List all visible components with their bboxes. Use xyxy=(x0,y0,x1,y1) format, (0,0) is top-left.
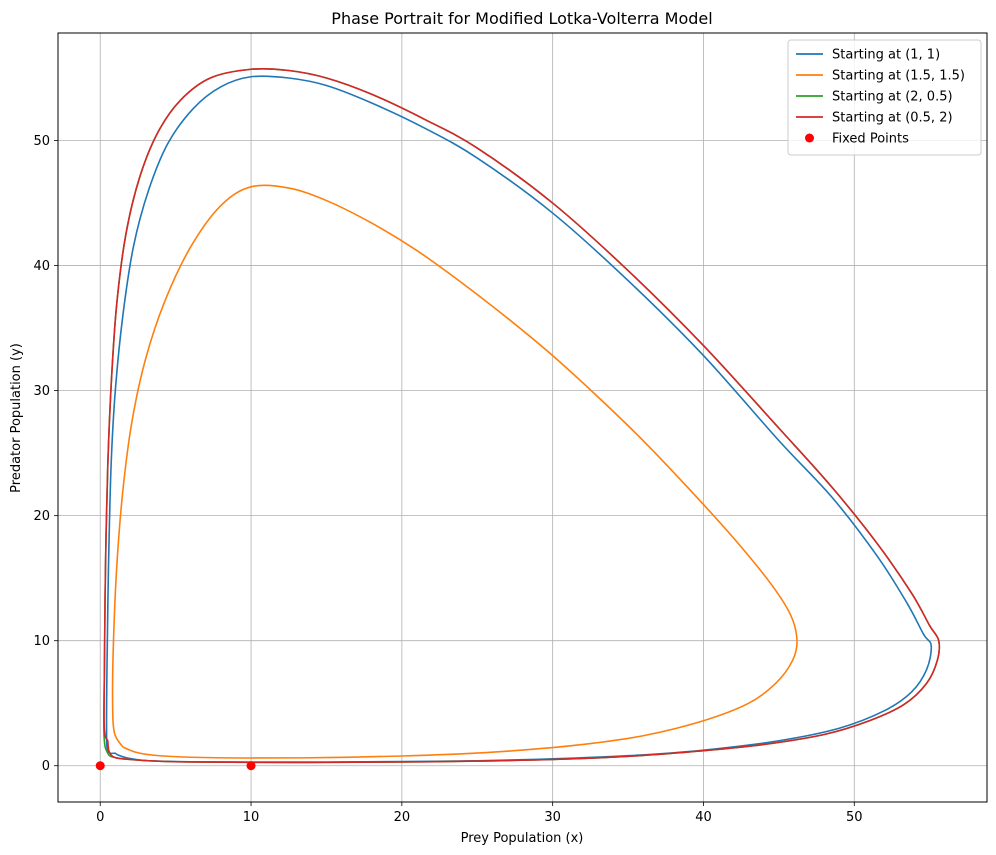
legend-label: Starting at (1, 1) xyxy=(832,48,940,63)
y-tick-label: 10 xyxy=(33,634,50,649)
legend-label: Starting at (0.5, 2) xyxy=(832,111,953,126)
legend-swatch xyxy=(805,133,814,143)
series-line-3 xyxy=(103,67,941,764)
y-tick-label: 20 xyxy=(33,509,50,524)
y-tick-label: 0 xyxy=(42,759,50,774)
y-tick-label: 50 xyxy=(33,134,50,149)
plot-frame xyxy=(57,32,988,803)
legend: Starting at (1, 1) Starting at (1.5, 1.5)… xyxy=(787,39,982,156)
x-tick-label: 0 xyxy=(96,810,104,825)
legend-label: Starting at (1.5, 1.5) xyxy=(832,69,965,84)
series-line-1 xyxy=(111,184,798,759)
fixed-point-marker xyxy=(246,761,256,771)
x-tick-label: 50 xyxy=(846,810,863,825)
x-tick-label: 20 xyxy=(394,810,411,825)
y-axis-label: Predator Population (y) xyxy=(9,343,24,493)
x-tick-label: 30 xyxy=(544,810,561,825)
fixed-points-layer xyxy=(95,761,256,771)
plot-area xyxy=(58,33,987,802)
x-tick-label: 40 xyxy=(695,810,712,825)
x-axis-label: Prey Population (x) xyxy=(461,831,584,846)
chart-title: Phase Portrait for Modified Lotka-Volter… xyxy=(331,9,712,28)
y-tick-label: 40 xyxy=(33,259,50,274)
legend-label: Fixed Points xyxy=(832,132,909,147)
x-tick-label: 10 xyxy=(243,810,260,825)
legend-label: Starting at (2, 0.5) xyxy=(832,90,953,105)
y-tick-label: 30 xyxy=(33,384,50,399)
legend-box xyxy=(787,39,982,156)
series-layer xyxy=(103,67,941,764)
ticks: 0 10 20 30 40 50 0 10 20 30 40 50 xyxy=(33,134,862,825)
grid xyxy=(58,33,987,802)
fixed-point-marker xyxy=(95,761,105,771)
